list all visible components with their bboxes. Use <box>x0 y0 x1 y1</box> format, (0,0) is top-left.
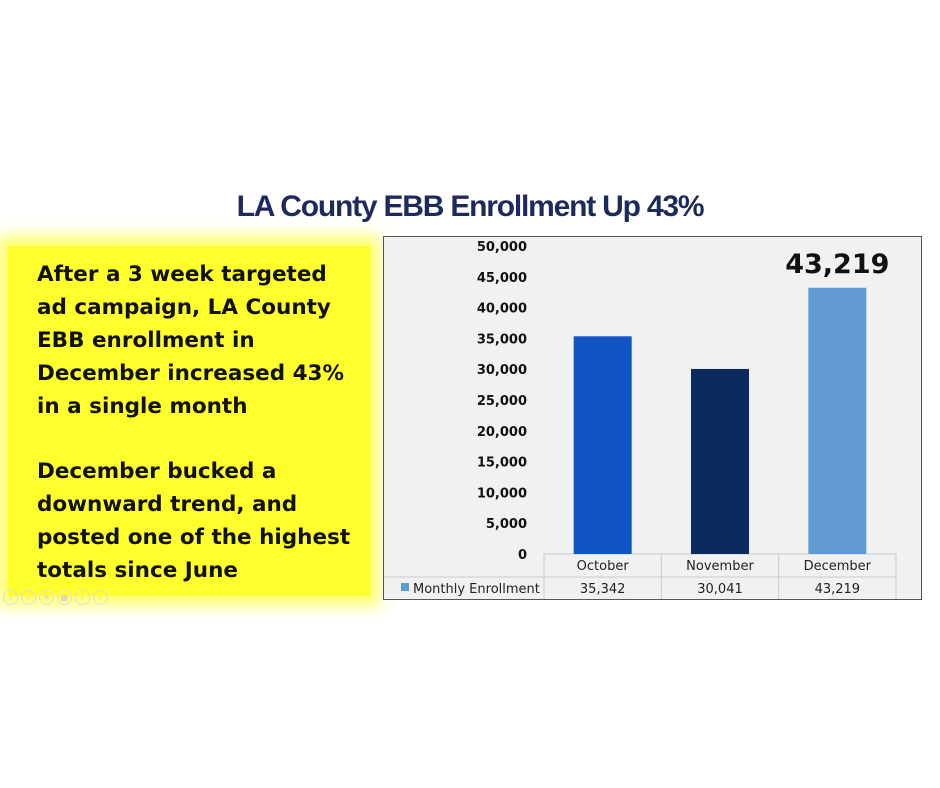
y-tick-label: 25,000 <box>477 394 527 409</box>
pen-icon[interactable]: ✎ <box>39 590 54 605</box>
bar-october <box>573 336 632 554</box>
y-tick-label: 45,000 <box>477 271 527 286</box>
next-icon[interactable]: › <box>21 590 36 605</box>
data-table-value: 43,219 <box>815 582 861 597</box>
data-table-value: 30,041 <box>697 582 743 597</box>
y-tick-label: 0 <box>518 548 527 563</box>
y-tick-label: 30,000 <box>477 363 527 378</box>
y-tick-label: 50,000 <box>477 240 527 255</box>
legend-label: Monthly Enrollment <box>413 582 540 597</box>
y-tick-label: 35,000 <box>477 332 527 347</box>
data-label-annotation: 43,219 <box>785 249 889 280</box>
zoom-icon[interactable]: ⌕ <box>75 590 90 605</box>
x-tick-label: October <box>577 559 630 574</box>
x-tick-label: November <box>686 559 754 574</box>
paragraph-campaign: After a 3 week targeted ad campaign, LA … <box>37 262 345 419</box>
highlight-panel <box>8 246 370 596</box>
legend-swatch <box>401 583 409 591</box>
y-tick-label: 10,000 <box>477 486 527 501</box>
y-tick-label: 40,000 <box>477 302 527 317</box>
page-title: LA County EBB Enrollment Up 43% <box>236 190 705 223</box>
bar-december <box>808 287 867 554</box>
paragraph-trend: December bucked a downward trend, and po… <box>37 459 351 583</box>
x-tick-label: December <box>804 559 872 574</box>
prev-icon[interactable]: ‹ <box>3 590 18 605</box>
y-tick-label: 5,000 <box>486 517 527 532</box>
bar-november <box>691 368 749 554</box>
slideshow-nav: ‹ › ✎ ▦ ⌕ – <box>3 590 108 605</box>
y-tick-label: 15,000 <box>477 456 527 471</box>
more-icon[interactable]: – <box>93 590 108 605</box>
data-table-value: 35,342 <box>580 582 626 597</box>
bar-chart: 0 5,000 10,000 15,000 20,000 25,000 30,000 35,0… <box>383 236 922 600</box>
y-tick-label: 20,000 <box>477 425 527 440</box>
slides-icon[interactable]: ▦ <box>57 590 72 605</box>
chart-svg: 0 5,000 10,000 15,000 20,000 25,000 30,000 35,0… <box>384 240 897 599</box>
